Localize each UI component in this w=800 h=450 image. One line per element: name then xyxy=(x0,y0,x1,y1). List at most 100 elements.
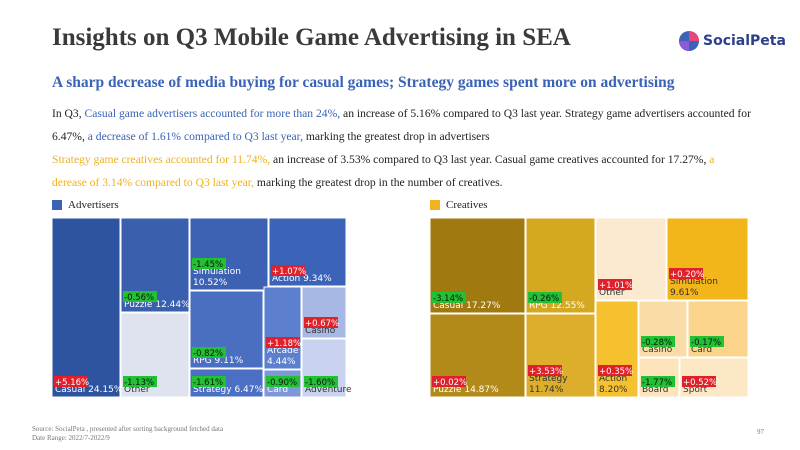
change-badge xyxy=(432,292,466,303)
tile-value: 12.55% xyxy=(551,301,586,311)
tile-name: Card xyxy=(691,345,712,355)
text-run: marking the greatest drop in the number … xyxy=(254,176,503,189)
tile-name: Arcade xyxy=(267,346,299,356)
tile-name-text: Casino xyxy=(642,345,673,355)
logo: SocialPeta xyxy=(678,30,786,52)
text-run: a derease of 3.14% compared to Q3 last y… xyxy=(52,153,715,189)
tile xyxy=(595,300,639,398)
tile-value: 17.27% xyxy=(466,301,501,311)
tile-name: Other xyxy=(599,288,625,298)
text-run: marking the greatest drop in advertisers xyxy=(302,130,490,143)
tile-value: 9.34% xyxy=(303,274,332,284)
change-label: +1.18% xyxy=(267,339,301,349)
tile-name: Sport xyxy=(683,385,708,395)
text-run: Strategy game creatives accounted for 11… xyxy=(52,153,271,166)
tile xyxy=(263,286,302,370)
tile-name-text: Card xyxy=(691,345,712,355)
tile-name: Casino xyxy=(642,345,673,355)
text-run: Casual game advertisers accounted for mo… xyxy=(84,107,341,120)
page-number: 97 xyxy=(757,428,764,436)
tile-name-text: Other xyxy=(599,288,625,298)
tile-name-text: Adventure xyxy=(305,385,352,395)
tile xyxy=(687,300,749,358)
change-label: +0.20% xyxy=(670,270,704,280)
paragraph: In Q3, Casual game advertisers accounted… xyxy=(52,102,752,194)
change-label: -0.26% xyxy=(529,294,559,304)
tile-name: Puzzle 12.44% xyxy=(124,300,190,310)
change-badge xyxy=(192,347,226,358)
tile-name: Action xyxy=(599,374,627,384)
legend-label: Advertisers xyxy=(68,199,119,211)
tile xyxy=(301,338,347,398)
text-run: an increase of 3.53% compared to Q3 last… xyxy=(270,153,710,166)
tile xyxy=(301,286,347,339)
legend-swatch xyxy=(430,200,440,210)
tile-name-text: Card xyxy=(267,385,288,395)
tile-name: RPG 12.55% xyxy=(529,301,585,311)
tile-name-text: Casual xyxy=(55,385,85,395)
change-badge xyxy=(641,336,675,347)
change-badge xyxy=(54,376,88,387)
change-badge xyxy=(682,376,716,387)
change-badge xyxy=(528,365,562,376)
tile-name: Simulation xyxy=(670,277,718,287)
tile-name-text: RPG xyxy=(529,301,548,311)
tile-name-text: Board xyxy=(642,385,668,395)
change-label: +1.07% xyxy=(272,267,306,277)
tile-name: Board xyxy=(642,385,668,395)
tile-name-text: Casino xyxy=(305,326,336,336)
change-badge xyxy=(598,279,632,290)
legend-label: Creatives xyxy=(446,199,488,211)
change-label: +1.01% xyxy=(599,281,633,291)
change-label: -1.61% xyxy=(193,378,223,388)
footnote: Source: SocialPeta , presented after sor… xyxy=(32,425,223,443)
tile-name-text: Puzzle xyxy=(124,300,153,310)
tile-value: 9.61% xyxy=(670,288,699,298)
change-badge xyxy=(641,376,675,387)
legend-swatch xyxy=(52,200,62,210)
tile-value: 11.74% xyxy=(529,385,564,395)
change-badge xyxy=(266,376,300,387)
change-label: -1.60% xyxy=(305,378,335,388)
tile xyxy=(189,217,269,291)
tile-name: Action 9.34% xyxy=(272,274,332,284)
change-badge xyxy=(192,258,226,269)
change-label: +5.16% xyxy=(55,378,89,388)
date-range: Date Range: 2022/7-2022/9 xyxy=(32,434,110,442)
change-badge xyxy=(690,336,724,347)
tile-name-text: Casual xyxy=(433,301,463,311)
tile-value: 6.47% xyxy=(234,385,263,395)
change-label: +3.53% xyxy=(529,367,563,377)
tile-value: 10.52% xyxy=(193,278,228,288)
change-label: -1.77% xyxy=(642,378,672,388)
tile-value: 12.44% xyxy=(155,300,190,310)
change-badge xyxy=(304,376,338,387)
text-run: an increase of 5.16% compared to Q3 last… xyxy=(52,107,751,143)
tile-name: RPG 9.11% xyxy=(193,356,244,366)
change-badge xyxy=(123,376,157,387)
logo-icon xyxy=(679,31,699,51)
change-label: -0.90% xyxy=(267,378,297,388)
tile-name: Card xyxy=(267,385,288,395)
tile-name: Other xyxy=(124,385,150,395)
change-label: -0.28% xyxy=(642,338,672,348)
tile xyxy=(51,217,121,398)
tile-name-text: Other xyxy=(124,385,150,395)
change-badge xyxy=(669,268,703,279)
change-badge xyxy=(271,265,305,276)
tile-value: 9.11% xyxy=(215,356,244,366)
tile-name-text: Sport xyxy=(683,385,708,395)
tile-name: Casual 17.27% xyxy=(433,301,501,311)
tile-name: Puzzle 14.87% xyxy=(433,385,499,395)
tile-name: Strategy xyxy=(529,374,568,384)
tile-value: 4.44% xyxy=(267,357,296,367)
slide-title: Insights on Q3 Mobile Game Advertising i… xyxy=(52,24,571,51)
change-label: -1.45% xyxy=(193,260,223,270)
change-badge xyxy=(304,317,338,328)
change-label: +0.52% xyxy=(683,378,717,388)
change-label: -0.82% xyxy=(193,349,223,359)
logo-text: SocialPeta xyxy=(703,33,786,49)
change-label: -3.14% xyxy=(433,294,463,304)
